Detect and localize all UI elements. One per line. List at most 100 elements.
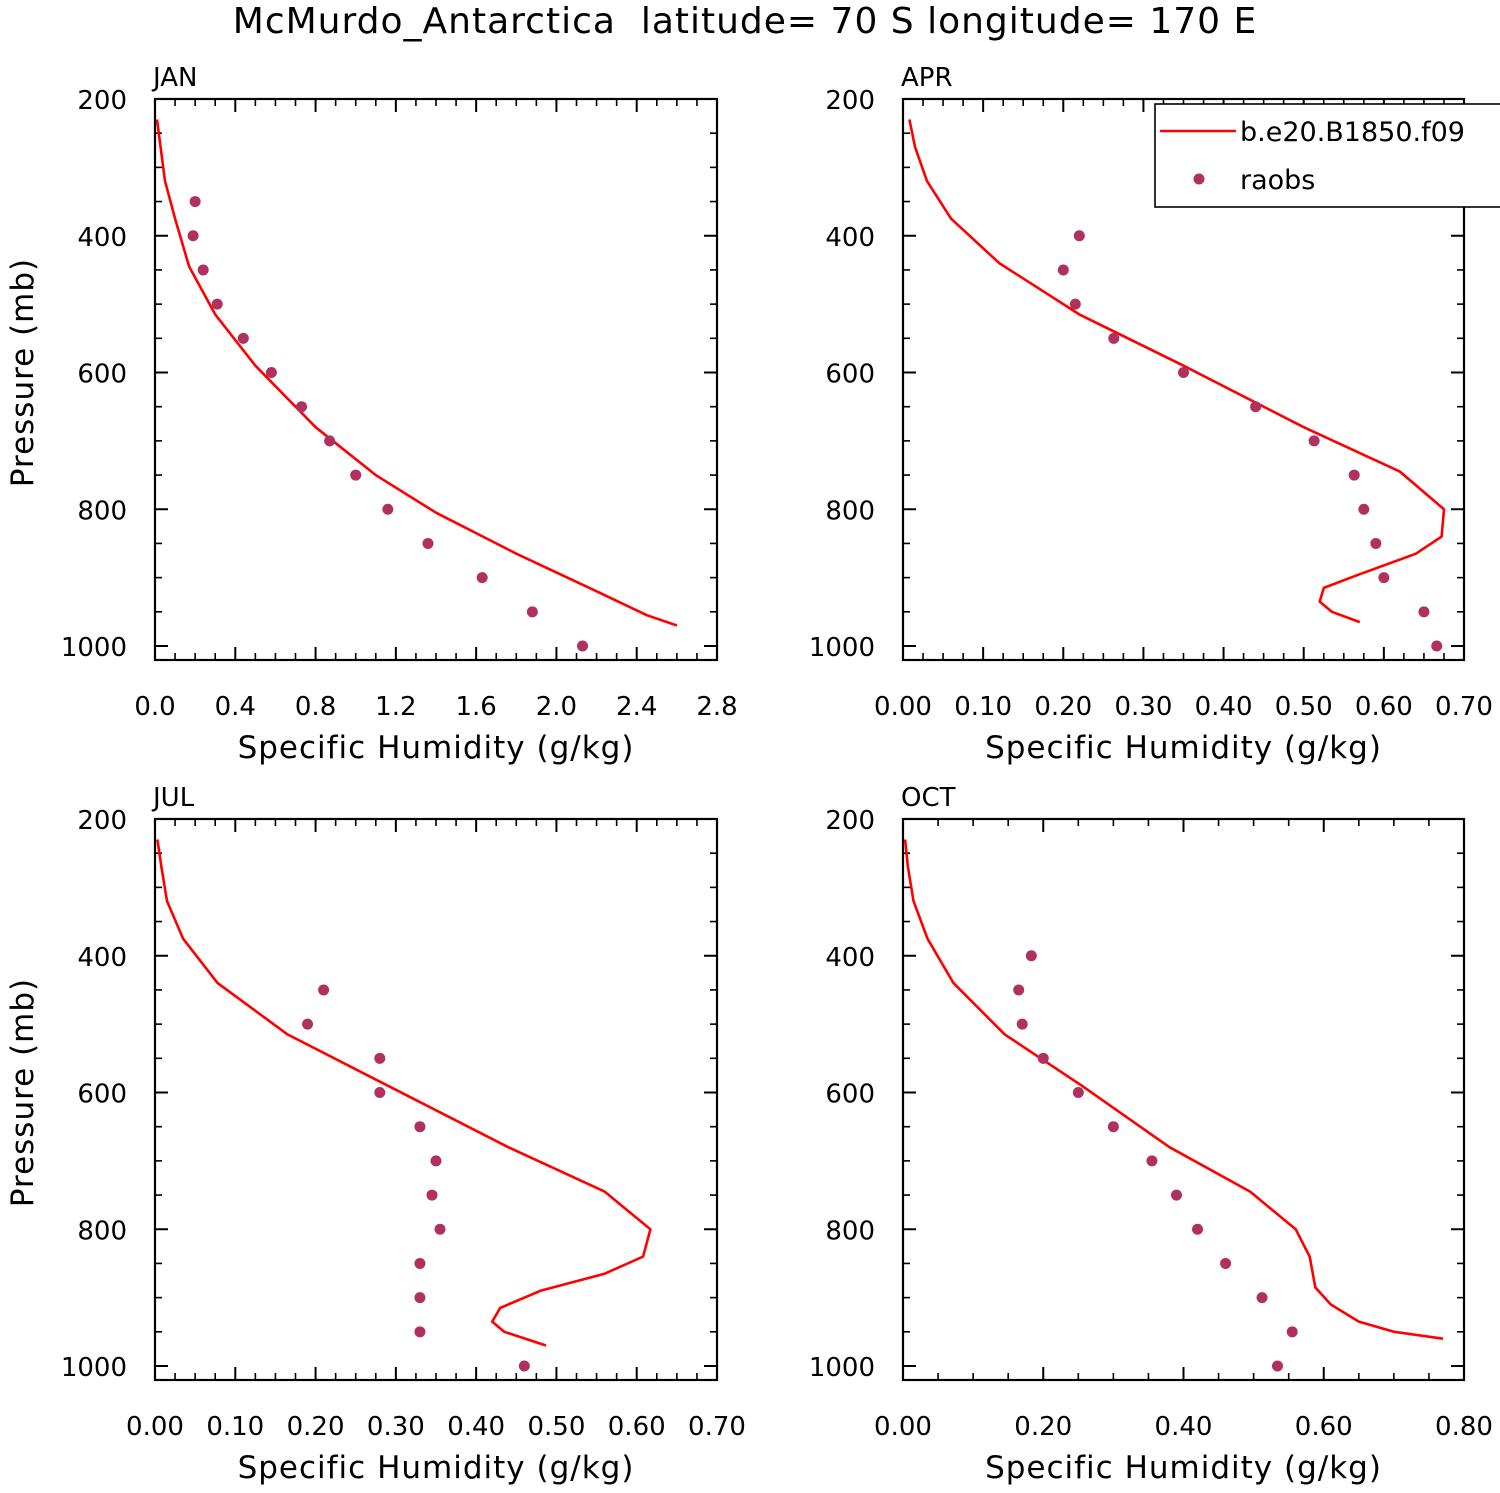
obs-point <box>1431 640 1443 652</box>
obs-point <box>1108 332 1120 344</box>
obs-point <box>1016 1018 1028 1030</box>
x-tick-label: 0.40 <box>1195 692 1253 722</box>
obs-point <box>197 264 209 276</box>
x-tick-label: 0.10 <box>206 1412 264 1442</box>
obs-point <box>1250 401 1262 413</box>
x-tick-label: 0.70 <box>688 1412 746 1442</box>
y-tick-label: 200 <box>825 86 875 116</box>
y-tick-label: 400 <box>77 943 127 973</box>
x-tick-label: 0.60 <box>1295 1412 1353 1442</box>
x-axis: 0.00 0.10 0.20 0.30 0.40 0.50 0.60 0.70 <box>126 819 746 1442</box>
legend-obs-label: raobs <box>1240 165 1315 196</box>
obs-point <box>1256 1292 1268 1304</box>
obs-point <box>1192 1223 1204 1235</box>
x-axis-title: Specific Humidity (g/kg) <box>238 1450 635 1486</box>
obs-series <box>1013 950 1298 1372</box>
panel-label: JAN <box>151 63 197 93</box>
x-tick-label: 0.40 <box>447 1412 505 1442</box>
obs-point <box>318 984 330 996</box>
y-axis-title: Pressure (mb) <box>5 258 41 487</box>
x-axis: 0.0 0.4 0.8 1.2 1.6 2.0 2.4 2.8 <box>134 99 738 722</box>
obs-point <box>237 332 249 344</box>
x-tick-label: 0.10 <box>954 692 1012 722</box>
obs-point <box>1286 1326 1298 1338</box>
x-axis: 0.00 0.10 0.20 0.30 0.40 0.50 0.60 0.70 <box>874 99 1493 722</box>
y-axis: 200 400 600 800 1000 <box>61 806 717 1383</box>
x-tick-label: 2.0 <box>536 692 577 722</box>
legend-obs-swatch <box>1193 173 1205 185</box>
panels: JAN 0.0 0.4 0.8 1.2 1.6 2.0 2.4 2.8 200 400 600 800 1… <box>5 63 1493 1486</box>
x-tick-label: 0.50 <box>527 1412 585 1442</box>
obs-point <box>350 469 362 481</box>
obs-point <box>265 367 277 378</box>
obs-point <box>1308 435 1320 447</box>
x-axis-title: Specific Humidity (g/kg) <box>985 1450 1382 1486</box>
x-tick-label: 0.00 <box>874 1412 932 1442</box>
x-tick-label: 2.4 <box>616 692 657 722</box>
x-tick-label: 0.60 <box>608 1412 666 1442</box>
y-tick-label: 200 <box>77 806 127 836</box>
y-tick-label: 1000 <box>809 633 875 663</box>
obs-point <box>1220 1257 1232 1269</box>
obs-point <box>374 1052 386 1064</box>
obs-point <box>1107 1121 1119 1133</box>
obs-point <box>296 401 308 413</box>
x-tick-label: 2.8 <box>696 692 737 722</box>
obs-point <box>189 196 201 208</box>
x-tick-label: 0.20 <box>1034 692 1092 722</box>
plot-frame <box>153 97 719 662</box>
x-tick-label: 1.6 <box>455 692 496 722</box>
obs-point <box>1178 367 1189 378</box>
obs-series <box>302 984 530 1372</box>
y-tick-label: 600 <box>825 360 875 390</box>
legend-box <box>1154 103 1500 208</box>
y-tick-label: 1000 <box>809 1353 875 1383</box>
panel-label: JUL <box>151 783 195 813</box>
model-series-line <box>156 839 652 1347</box>
y-axis: 200 400 600 800 1000 <box>809 86 1464 663</box>
figure-title: McMurdo_Antarctica latitude= 70 S longit… <box>233 1 1257 42</box>
obs-point <box>1069 298 1081 310</box>
y-tick-label: 1000 <box>61 1353 127 1383</box>
legend: b.e20.B1850.f09 raobs <box>1154 103 1500 208</box>
obs-point <box>302 1018 314 1030</box>
x-tick-label: 0.0 <box>134 692 175 722</box>
obs-point <box>1378 572 1390 584</box>
obs-point <box>211 298 223 310</box>
x-tick-label: 0.4 <box>215 692 256 722</box>
panel-apr: APR 0.00 0.10 0.20 0.30 0.40 0.50 0.60 0.70 200 40… <box>809 63 1493 766</box>
x-tick-label: 0.30 <box>367 1412 425 1442</box>
y-tick-label: 800 <box>77 496 127 526</box>
x-axis-title: Specific Humidity (g/kg) <box>238 730 635 766</box>
obs-point <box>414 1292 426 1304</box>
model-series-line <box>155 119 678 627</box>
x-tick-label: 0.60 <box>1355 692 1413 722</box>
obs-point <box>1057 264 1069 276</box>
x-tick-label: 1.2 <box>375 692 416 722</box>
obs-point <box>187 230 199 242</box>
panel-jan: JAN 0.0 0.4 0.8 1.2 1.6 2.0 2.4 2.8 200 400 600 800 1… <box>5 63 738 766</box>
obs-point <box>1370 537 1382 549</box>
obs-point <box>414 1257 426 1269</box>
y-tick-label: 800 <box>77 1216 127 1246</box>
obs-point <box>374 1087 386 1098</box>
panel-jul: JUL 0.00 0.10 0.20 0.30 0.40 0.50 0.60 0.70 200 40… <box>5 783 746 1486</box>
obs-point <box>414 1326 426 1338</box>
x-tick-label: 0.20 <box>1014 1412 1072 1442</box>
obs-point <box>1025 950 1037 962</box>
y-tick-label: 800 <box>825 1216 875 1246</box>
obs-point <box>1348 469 1360 481</box>
obs-point <box>518 1360 530 1372</box>
obs-point <box>577 640 589 652</box>
x-tick-label: 0.8 <box>295 692 336 722</box>
obs-point <box>1073 230 1085 242</box>
obs-point <box>1146 1155 1158 1167</box>
x-tick-label: 0.20 <box>287 1412 345 1442</box>
model-series-line <box>903 839 1444 1340</box>
y-tick-label: 200 <box>77 86 127 116</box>
x-tick-label: 0.00 <box>874 692 932 722</box>
obs-point <box>414 1121 426 1133</box>
obs-point <box>1170 1189 1182 1201</box>
model-series-line <box>908 119 1446 624</box>
